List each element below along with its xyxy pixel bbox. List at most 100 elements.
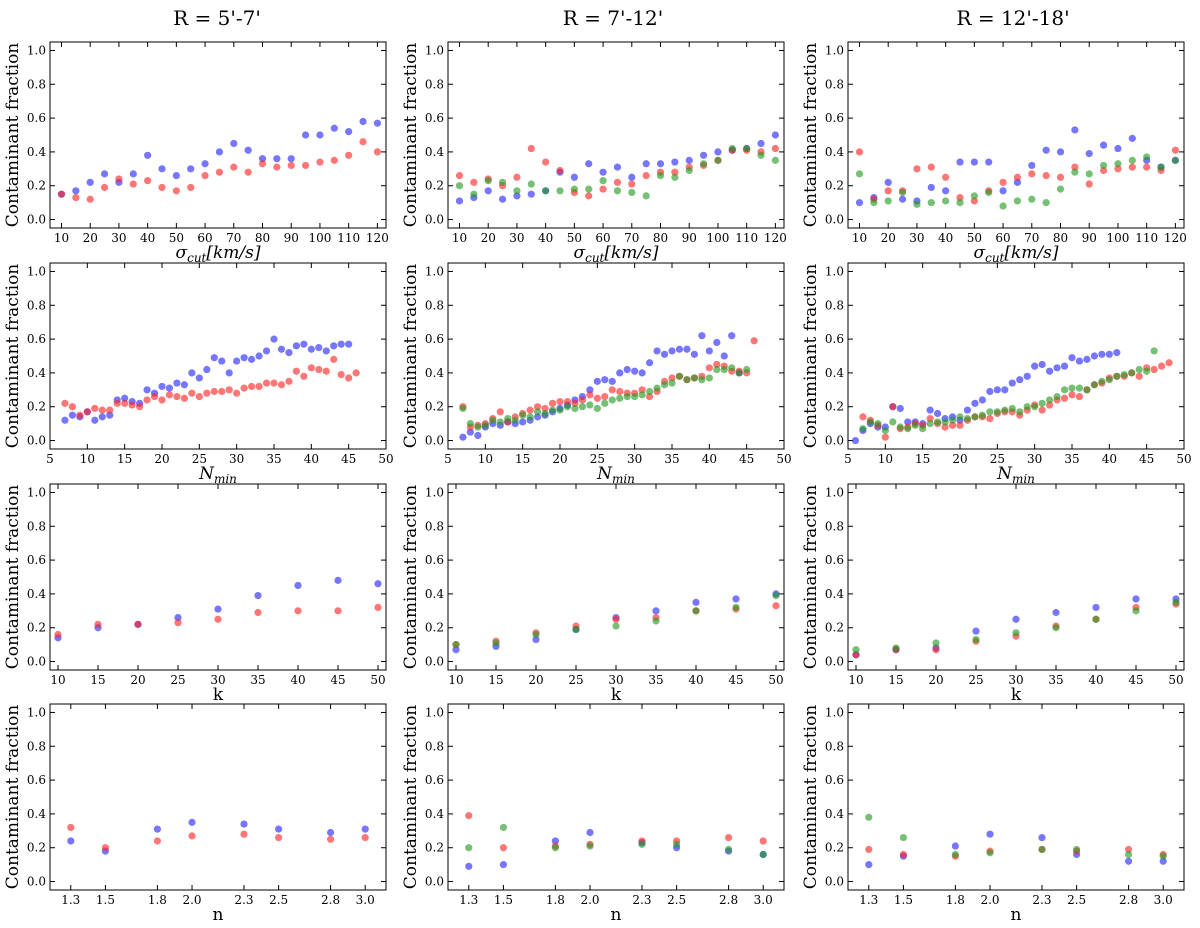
y-tick-label: 0.6: [825, 553, 844, 567]
data-point-green: [859, 425, 867, 433]
data-point-red: [273, 163, 281, 171]
data-point-red: [1165, 359, 1173, 367]
data-point-blue: [1090, 352, 1098, 360]
y-tick-label: 0.4: [425, 807, 444, 821]
data-point-red: [153, 837, 161, 845]
data-point-red: [240, 830, 248, 838]
y-tick-label: 0.8: [425, 298, 444, 312]
data-point-blue: [978, 396, 987, 404]
y-tick-label: 0.6: [27, 773, 46, 787]
data-point-green: [484, 177, 492, 185]
data-point-red: [1075, 392, 1084, 401]
data-point-blue: [174, 613, 182, 622]
data-point-green: [1073, 845, 1081, 854]
data-point-green: [896, 423, 904, 431]
x-tick-label: 2.8: [1119, 893, 1138, 907]
data-point-red: [499, 844, 508, 852]
x-tick-label: 5: [444, 452, 452, 466]
x-tick-label: 35: [648, 673, 663, 687]
data-point-blue: [599, 168, 607, 176]
x-tick-label: 110: [337, 231, 360, 245]
data-point-red: [889, 403, 897, 411]
data-point-green: [972, 635, 980, 644]
y-tick-label: 0.4: [425, 366, 444, 380]
data-point-blue: [143, 386, 151, 394]
y-tick-label: 1.0: [825, 43, 844, 57]
data-point-blue: [484, 187, 492, 195]
x-tick-label: 5: [46, 452, 54, 466]
data-point-red: [1042, 171, 1050, 180]
x-tick-label: 20: [154, 452, 169, 466]
data-point-blue: [616, 369, 624, 377]
x-tick-label: 2.5: [667, 893, 686, 907]
data-point-red: [54, 630, 62, 639]
data-point-green: [1042, 199, 1050, 207]
x-axis-label: σcut[km/s]: [175, 243, 260, 265]
data-point-green: [898, 188, 907, 197]
data-point-blue: [330, 124, 338, 132]
data-point-green: [474, 423, 482, 431]
data-point-blue: [233, 357, 241, 365]
data-point-blue: [158, 382, 166, 391]
data-point-blue: [1099, 141, 1108, 149]
data-point-green: [631, 392, 639, 401]
data-point-red: [218, 387, 226, 396]
y-tick-label: 0.8: [425, 77, 444, 91]
data-point-red: [345, 151, 353, 159]
x-tick-label: 1.3: [459, 893, 478, 907]
subplot-r3c2: 0.0 0.2 0.4 0.6 0.8 1.0 10 15 20 25 30 35 40 45 50 Cont…: [401, 483, 785, 705]
data-point-blue: [270, 335, 278, 343]
data-point-blue: [713, 338, 721, 347]
data-point-green: [934, 418, 942, 426]
x-tick-label: 50: [776, 452, 791, 466]
data-point-blue: [1052, 608, 1060, 617]
x-tick-label: 100: [1106, 231, 1129, 245]
x-tick-label: 40: [538, 231, 553, 245]
data-point-red: [203, 389, 211, 397]
data-point-green: [548, 406, 557, 414]
data-point-red: [330, 355, 338, 363]
x-tick-label: 20: [952, 452, 967, 466]
data-point-blue: [972, 627, 980, 635]
data-point-green: [570, 185, 578, 193]
data-point-green: [1038, 845, 1046, 854]
axes-frame: [847, 262, 1185, 450]
subplot-r1c3: 0.0 0.2 0.4 0.6 0.8 1.0 10 20 30 40 50 60 70 80 90 100 1…: [801, 41, 1187, 265]
x-tick-label: 45: [728, 673, 743, 687]
x-tick-label: 20: [881, 231, 896, 245]
x-tick-label: 35: [664, 452, 679, 466]
data-point-blue: [586, 386, 594, 394]
data-point-red: [326, 835, 335, 843]
data-point-blue: [61, 416, 69, 424]
data-point-blue: [951, 842, 959, 850]
data-point-green: [1085, 170, 1093, 178]
x-tick-label: 1.8: [546, 893, 565, 907]
x-tick-label: 30: [627, 452, 642, 466]
data-point-red: [642, 171, 650, 180]
data-point-blue: [926, 406, 934, 414]
data-point-blue: [72, 187, 80, 195]
x-tick-label: 15: [488, 673, 503, 687]
data-point-green: [1135, 365, 1143, 374]
data-point-red: [638, 386, 646, 394]
axes-frame: [847, 41, 1185, 229]
data-point-blue: [1098, 350, 1106, 358]
y-tick-label: 0.0: [825, 434, 844, 448]
y-tick-label: 1.0: [825, 264, 844, 278]
y-axis-label: Contaminant fraction: [3, 485, 23, 670]
data-point-green: [1143, 367, 1151, 375]
data-point-red: [1128, 163, 1136, 171]
x-tick-label: 3.0: [356, 893, 375, 907]
y-tick-label: 0.4: [425, 587, 444, 601]
data-point-blue: [106, 411, 114, 419]
data-point-green: [884, 197, 892, 205]
data-point-red: [230, 163, 238, 171]
x-tick-label: 70: [226, 231, 241, 245]
data-point-blue: [732, 595, 740, 603]
data-point-red: [225, 386, 233, 394]
data-point-red: [287, 161, 295, 170]
data-point-green: [1113, 372, 1121, 380]
x-tick-label: 30: [608, 673, 623, 687]
data-point-red: [240, 384, 248, 392]
data-point-red: [337, 371, 345, 379]
